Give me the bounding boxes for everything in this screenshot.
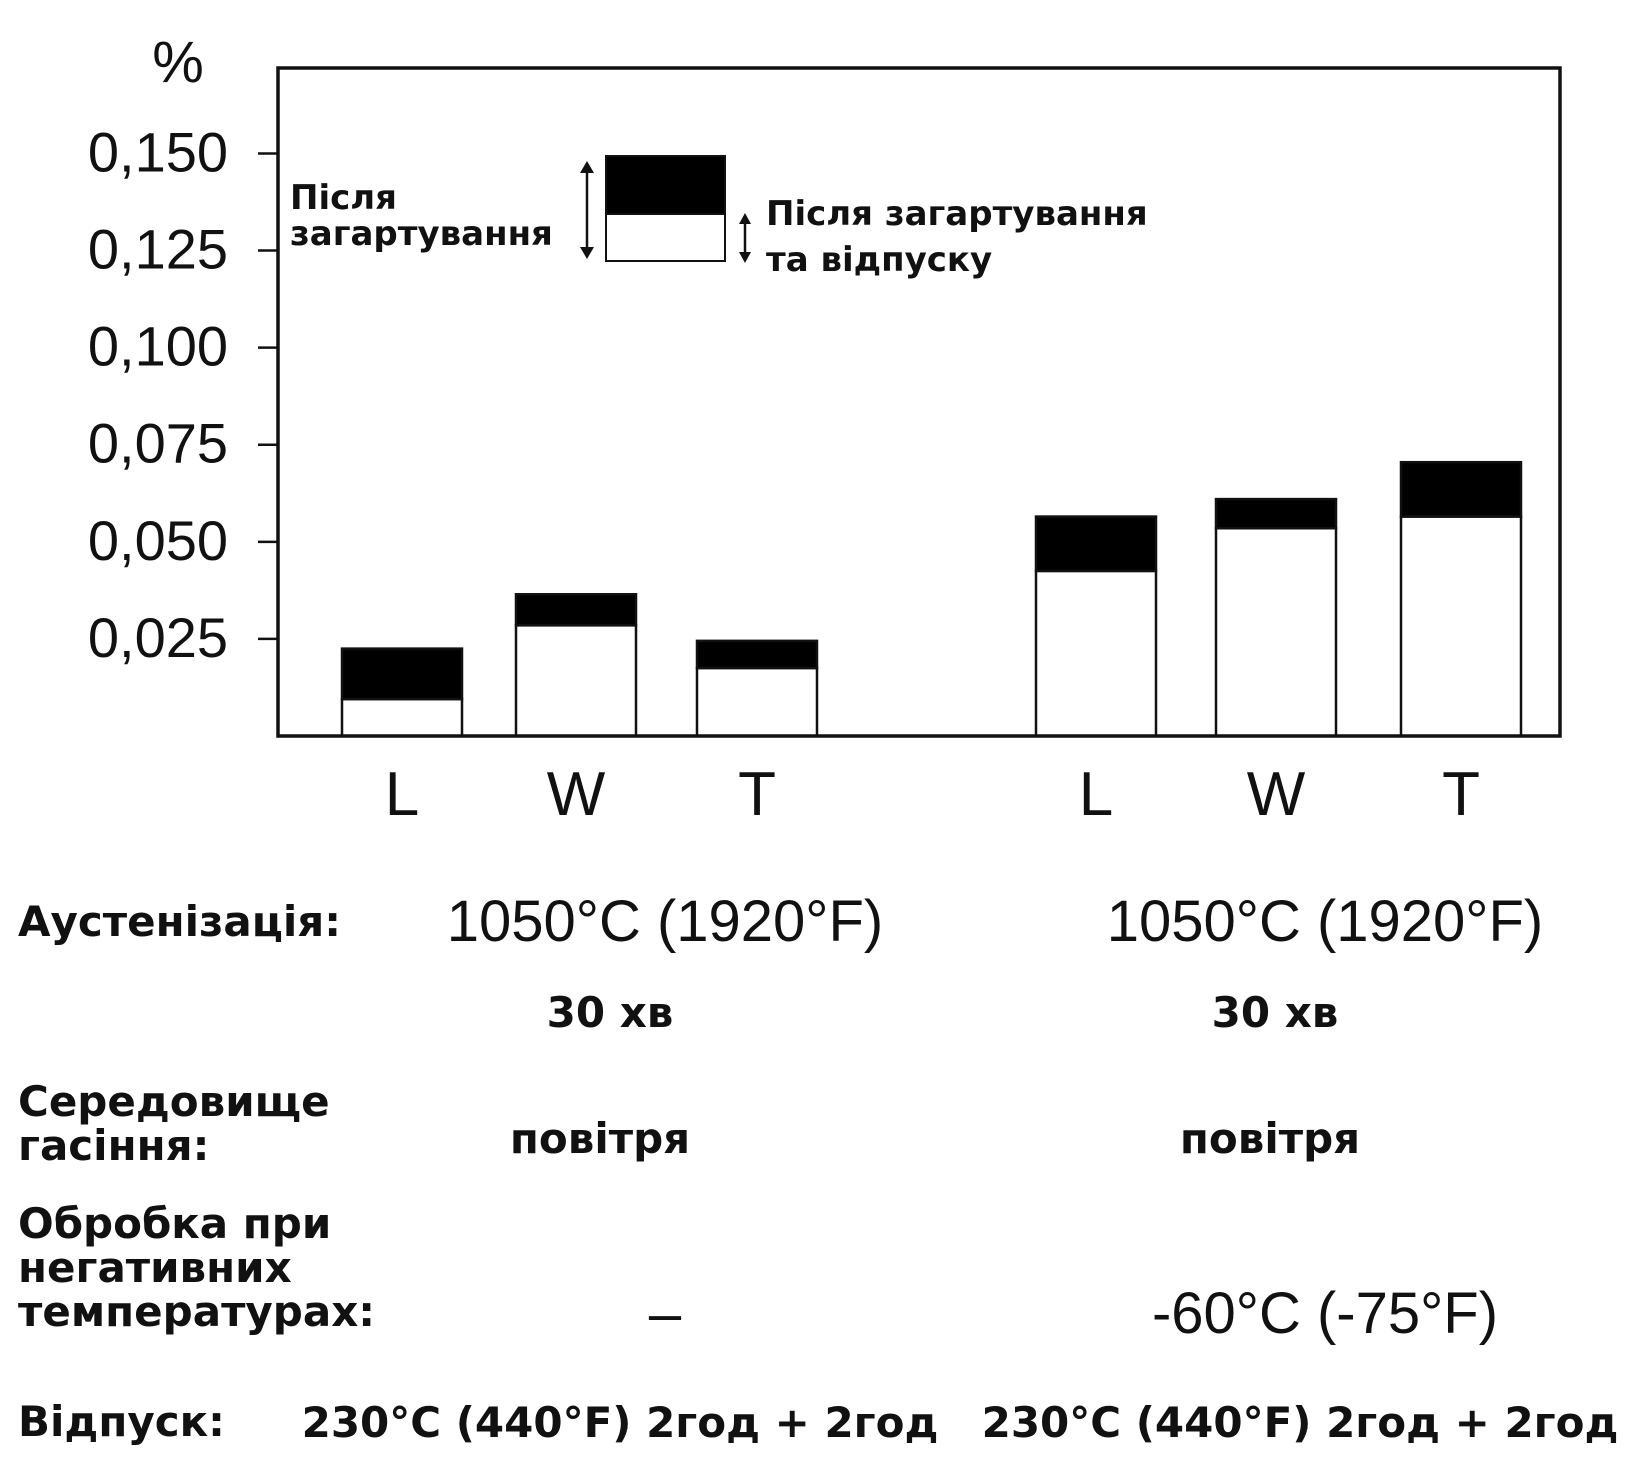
y-tick-label: 0,150: [88, 120, 228, 183]
austenitization-time-2: 30 хв: [1211, 988, 1339, 1037]
tempering-2: 230°C (440°F) 2год + 2год: [981, 1398, 1619, 1447]
subzero-1: –: [648, 1281, 682, 1346]
y-tick-label: 0,025: [88, 606, 228, 669]
x-category-label: T: [1442, 760, 1480, 829]
legend-swatch-after-quench-temper: [605, 213, 726, 262]
austenitization-time-1: 30 хв: [546, 988, 674, 1037]
legend-label-after-quench: Після загартування: [290, 178, 553, 254]
bar-after-quench: [514, 592, 638, 627]
y-tick-label: 0,050: [88, 509, 228, 572]
legend-label-after-quench-temper: Після загартування та відпуску: [766, 194, 1160, 280]
bar-after-quench-temper: [340, 697, 464, 738]
bars: [340, 460, 1523, 738]
bar-after-quench: [1034, 515, 1158, 573]
tempering-label: Відпуск:: [18, 1397, 225, 1446]
legend-arrowhead-up: [580, 161, 594, 173]
y-unit-label: %: [152, 30, 204, 95]
bar-after-quench-temper: [1214, 526, 1338, 738]
y-tick-label: 0,100: [88, 315, 228, 378]
legend-arrowhead-temper-down: [739, 252, 751, 263]
bar-after-quench-temper: [695, 666, 819, 738]
subzero-2: -60°C (-75°F): [1151, 1281, 1499, 1346]
x-category-label: T: [738, 760, 776, 829]
quench-medium-1: повітря: [509, 1114, 691, 1163]
subzero-label: Обробка при негативних температурах:: [18, 1199, 376, 1336]
y-tick-label: 0,075: [88, 412, 228, 475]
x-category-label: L: [1079, 760, 1113, 829]
quench-medium-2: повітря: [1179, 1114, 1361, 1163]
x-category-label: L: [385, 760, 419, 829]
austenitization-temp-2: 1050°C (1920°F): [1106, 889, 1544, 954]
tempering-1: 230°C (440°F) 2год + 2год: [301, 1398, 939, 1447]
bar-after-quench: [1399, 460, 1523, 518]
x-category-label: W: [547, 760, 606, 829]
y-tick-label: 0,125: [88, 218, 228, 281]
bar-after-quench: [340, 647, 464, 701]
legend-arrowhead-temper-up: [739, 213, 751, 224]
y-axis-ticks: 0,025 0,050 0,075 0,100 0,125 0,150: [88, 120, 278, 669]
austenitization-label: Аустенізація:: [18, 897, 342, 946]
legend: Після загартування Після загартування та…: [290, 155, 1160, 280]
austenitization-temp-1: 1050°C (1920°F): [446, 889, 884, 954]
bar-after-quench: [695, 639, 819, 670]
bar-after-quench-temper: [514, 624, 638, 738]
bar-after-quench-temper: [1034, 569, 1158, 738]
bar-after-quench: [1214, 497, 1338, 530]
legend-arrowhead-down: [580, 247, 594, 259]
quench-medium-label: Середовище гасіння:: [18, 1077, 330, 1170]
plot-frame: [276, 66, 1562, 738]
bar-after-quench-temper: [1399, 515, 1523, 738]
legend-swatch-after-quench: [605, 155, 726, 215]
x-category-label: W: [1247, 760, 1306, 829]
